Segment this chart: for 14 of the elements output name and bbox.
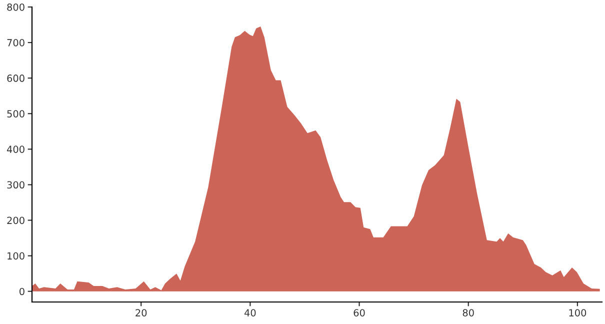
y-tick-label: 400 bbox=[6, 146, 24, 153]
y-tick-label: 800 bbox=[7, 3, 24, 11]
x-tick-label: 40 bbox=[244, 309, 256, 316]
y-tick-label: 700 bbox=[7, 39, 24, 46]
y-tick-label: 100 bbox=[8, 252, 24, 260]
x-tick-label: 80 bbox=[462, 309, 474, 316]
x-tick-label: 20 bbox=[136, 309, 147, 316]
y-tick-label: 200 bbox=[7, 216, 24, 224]
y-tick-label: 0 bbox=[20, 288, 24, 296]
x-tick-label: 60 bbox=[354, 309, 365, 316]
y-tick-label: 300 bbox=[7, 181, 24, 189]
y-tick-label: 500 bbox=[7, 110, 24, 118]
y-tick-label: 600 bbox=[7, 74, 24, 82]
x-tick-label: 100 bbox=[569, 309, 586, 316]
